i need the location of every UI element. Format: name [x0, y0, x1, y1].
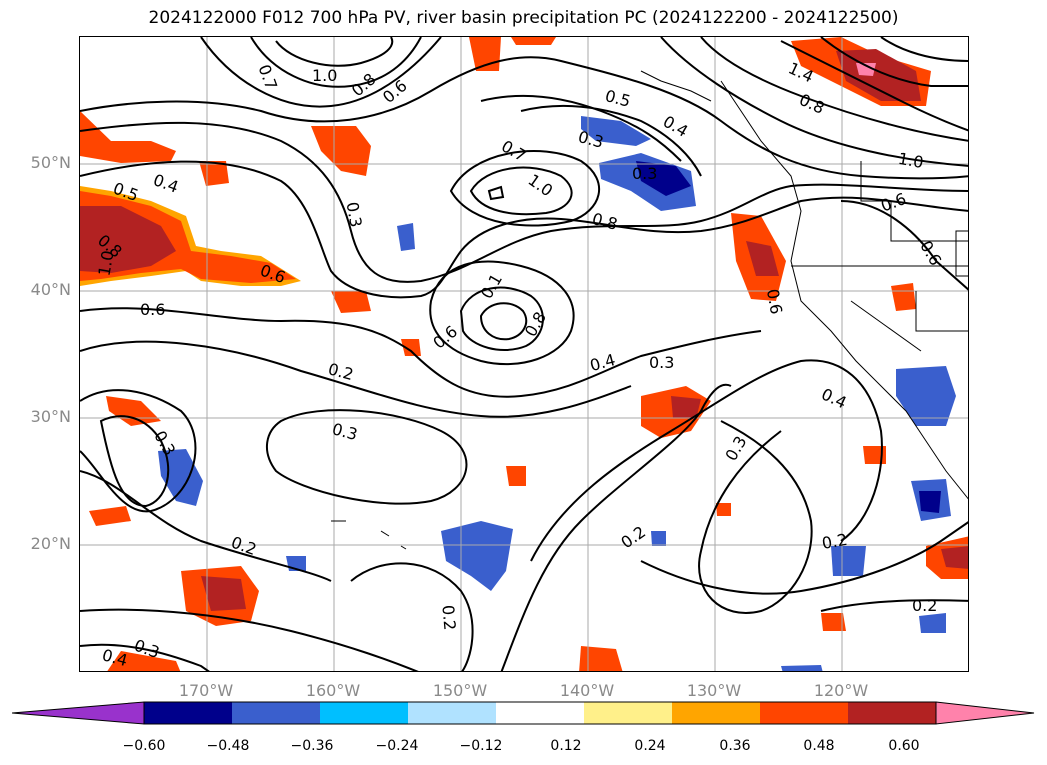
lon-label: 120°W	[813, 681, 869, 700]
contour-label: 0.8	[348, 69, 380, 100]
map-title: 2024122000 F012 700 hPa PV, river basin …	[148, 8, 899, 28]
contour-label: 0.6	[379, 76, 411, 107]
contour-label: 0.3	[343, 200, 366, 228]
lat-label: 40°N	[30, 280, 71, 299]
coastlines	[331, 70, 968, 550]
contour-label: 0.2	[617, 522, 649, 552]
contour-label: 1.0	[312, 66, 337, 85]
contour-label: 0.1	[477, 270, 506, 302]
map-canvas: 0.7 1.0 0.8 0.6 0.5 0.4 0.3 0.7 1.0 0.8 …	[80, 37, 968, 671]
contour-label: 1.0	[525, 170, 557, 200]
contour-label: 1.0	[94, 249, 117, 277]
pv-contours	[80, 37, 968, 671]
contour-label: 0.4	[660, 112, 692, 141]
contour-label: 1.0	[897, 149, 925, 172]
lat-label: 30°N	[30, 407, 71, 426]
colorbar-tick: 0.12	[550, 738, 582, 754]
colorbar-cell	[496, 702, 585, 724]
contour-label: 0.2	[912, 596, 937, 615]
colorbar-extend-low	[12, 701, 145, 725]
contour-label: 0.7	[498, 136, 530, 165]
contour-label: 0.6	[140, 300, 165, 319]
colorbar-tick: 0.36	[719, 738, 751, 754]
colorbar-cell	[232, 702, 321, 724]
lon-label: 140°W	[559, 681, 615, 700]
lon-label: 150°W	[432, 681, 488, 700]
contour-label: 0.3	[632, 164, 657, 183]
colorbar-tick: −0.24	[375, 738, 419, 754]
colorbar-cell	[584, 702, 673, 724]
colorbar-tick: 0.60	[888, 738, 920, 754]
contour-label: 0.2	[229, 532, 259, 559]
lon-label: 160°W	[305, 681, 361, 700]
contour-label: 0.6	[763, 287, 786, 315]
colorbar-tick: −0.60	[122, 738, 166, 754]
colorbar-cell	[672, 702, 761, 724]
colorbar-tick: −0.48	[206, 738, 250, 754]
lat-label: 50°N	[30, 153, 71, 172]
contour-label: 0.5	[603, 86, 633, 111]
lat-label: 20°N	[30, 534, 71, 553]
precip-positive-shading	[80, 37, 968, 671]
contour-label: 0.4	[588, 350, 618, 375]
precip-negative-shading	[158, 116, 956, 671]
map-panel: 0.7 1.0 0.8 0.6 0.5 0.4 0.3 0.7 1.0 0.8 …	[79, 36, 969, 672]
colorbar-cell	[144, 702, 233, 724]
contour-label: 0.3	[649, 353, 674, 372]
lon-label: 130°W	[686, 681, 742, 700]
contour-label: 0.4	[818, 384, 849, 412]
contour-label: 0.3	[330, 419, 360, 444]
colorbar-tick: −0.12	[459, 738, 503, 754]
contour-label: 0.8	[796, 90, 827, 118]
contour-label: 0.8	[590, 209, 620, 234]
colorbar-cell	[760, 702, 849, 724]
contour-label: 0.2	[438, 604, 459, 631]
colorbar-cell	[320, 702, 409, 724]
contour-label: 0.4	[151, 170, 181, 197]
colorbar-tick: 0.24	[634, 738, 666, 754]
colorbar-outline	[143, 701, 937, 725]
graticule	[80, 37, 968, 671]
colorbar-tick: 0.48	[803, 738, 835, 754]
contour-label: 0.4	[100, 645, 130, 670]
contour-label: 0.2	[820, 530, 848, 553]
colorbar-extend-high	[935, 701, 1035, 725]
colorbar-cell	[848, 702, 937, 724]
colorbar-tick: −0.36	[290, 738, 334, 754]
contour-label: 0.3	[721, 433, 750, 465]
lon-label: 170°W	[178, 681, 234, 700]
contour-label: 0.6	[878, 189, 908, 216]
colorbar-cell	[408, 702, 497, 724]
colorbar	[12, 701, 1035, 725]
